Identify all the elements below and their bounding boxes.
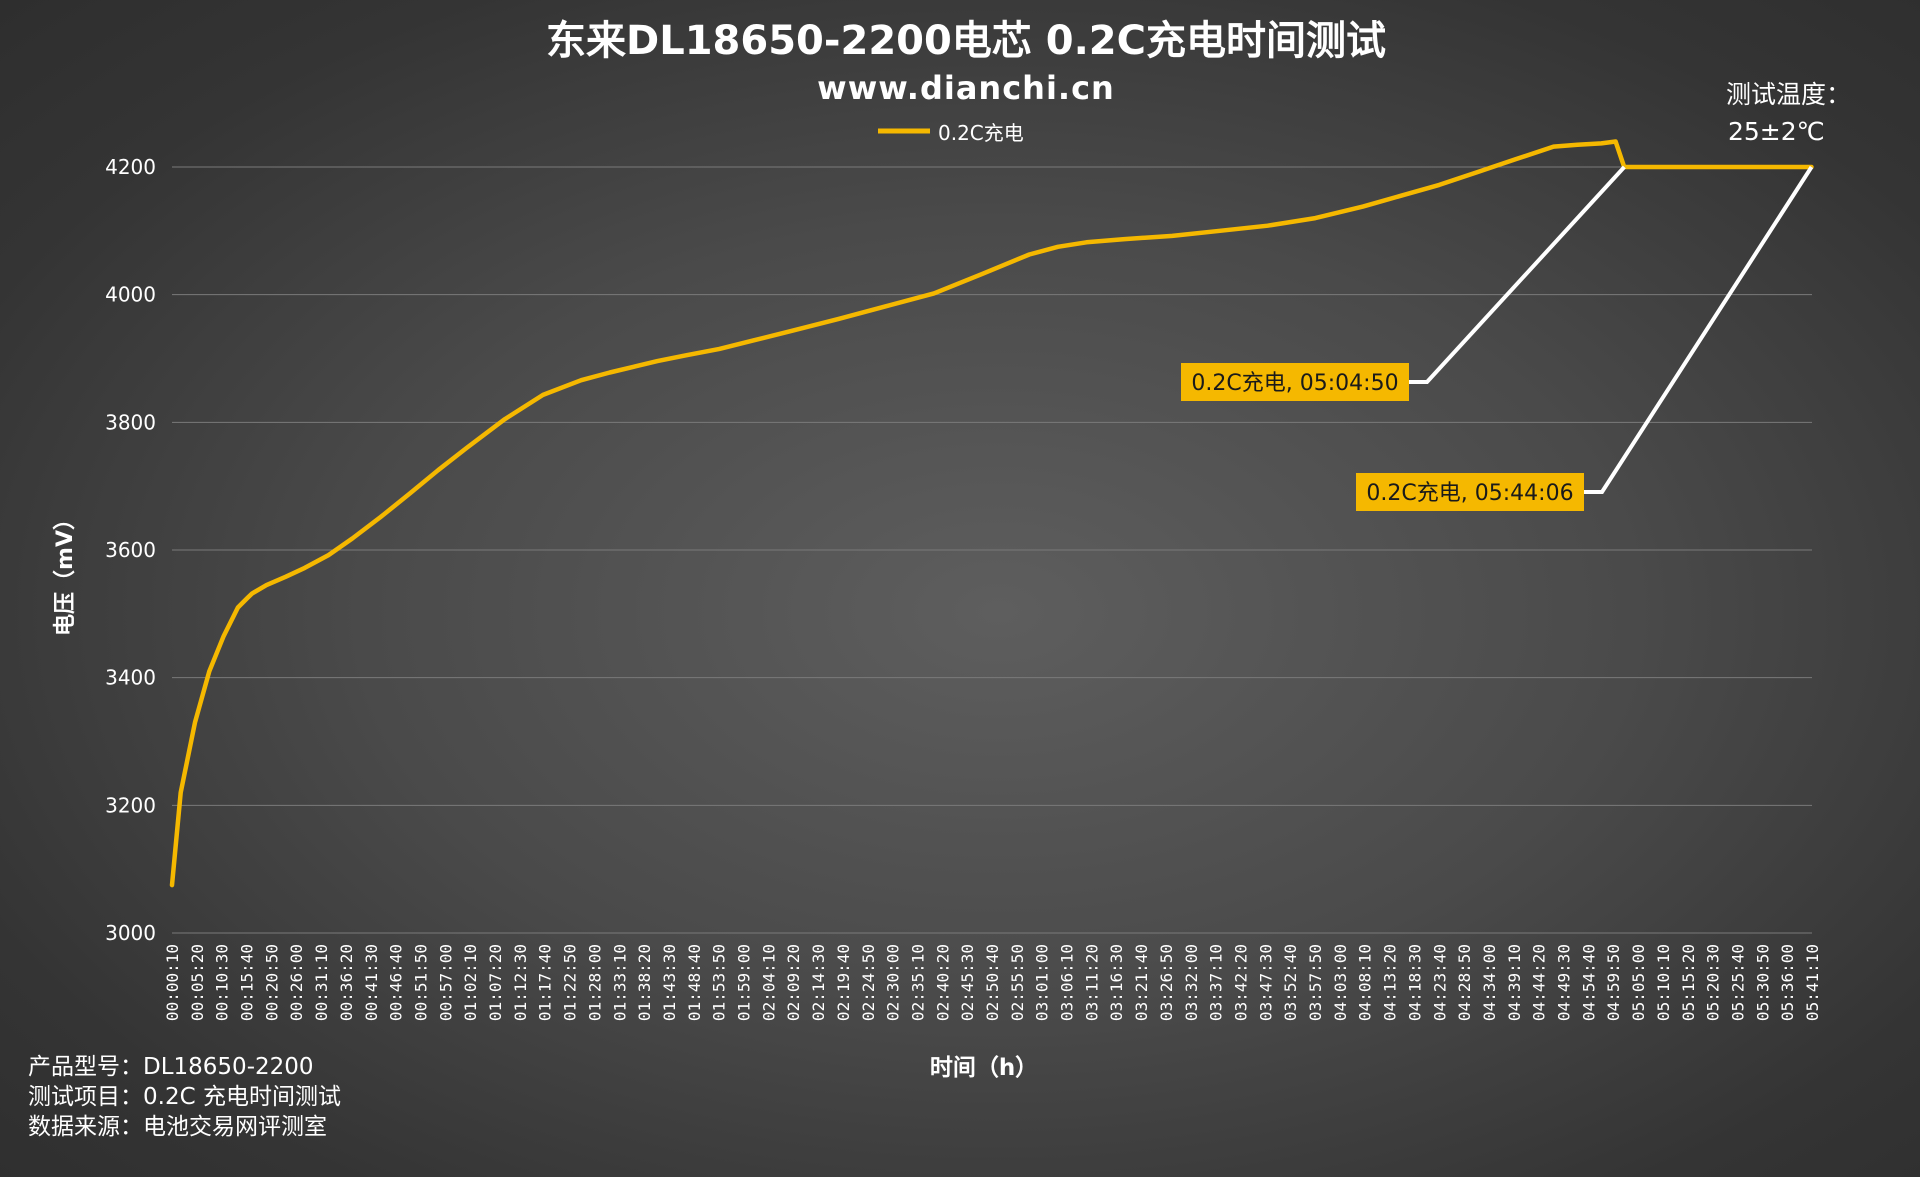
x-tick-label: 04:44:20: [1530, 944, 1549, 1021]
series-group: [169, 139, 1814, 888]
x-tick-label: 00:41:30: [362, 944, 381, 1021]
x-tick-label: 04:34:00: [1480, 944, 1499, 1021]
x-tick-label: 00:20:50: [262, 944, 281, 1021]
x-tick-label: 02:45:30: [958, 944, 977, 1021]
series-line: [169, 139, 1814, 888]
x-axis-label: 时间（h）: [930, 1054, 1038, 1081]
x-tick-label: 02:04:10: [759, 944, 778, 1021]
footer-source: 数据来源：电池交易网评测室: [28, 1114, 327, 1140]
x-tick-label: 00:31:10: [312, 944, 331, 1021]
y-tick-label: 3200: [105, 793, 156, 817]
annotation-label: 0.2C充电, 05:44:06: [1366, 481, 1573, 506]
x-tick-label: 03:11:20: [1082, 944, 1101, 1021]
x-tick-label: 05:10:10: [1654, 944, 1673, 1021]
x-tick-label: 05:05:00: [1629, 944, 1648, 1021]
annotation-box: [1181, 363, 1409, 401]
footer: 产品型号：DL18650-2200 测试项目：0.2C 充电时间测试 数据来源：…: [28, 1052, 341, 1142]
x-tick-label: 03:26:50: [1157, 944, 1176, 1021]
y-tick-label: 3400: [105, 666, 156, 690]
x-tick-label: 05:30:50: [1753, 944, 1772, 1021]
x-tick-label: 01:53:50: [710, 944, 729, 1021]
x-tick-label: 03:06:10: [1058, 944, 1077, 1021]
x-tick-label: 03:52:40: [1281, 944, 1300, 1021]
footer-test-item: 测试项目：0.2C 充电时间测试: [28, 1084, 341, 1110]
annotation-label: 0.2C充电, 05:04:50: [1191, 371, 1398, 396]
temperature-label: 测试温度：: [1726, 80, 1851, 109]
x-tick-label: 01:17:40: [536, 944, 555, 1021]
annotation-box: [1356, 473, 1584, 511]
x-tick-label: 05:20:30: [1704, 944, 1723, 1021]
x-tick-label: 04:39:10: [1505, 944, 1524, 1021]
x-tick-label: 03:21:40: [1132, 944, 1151, 1021]
x-tick-label: 01:28:00: [585, 944, 604, 1021]
x-tick-label: 03:32:00: [1182, 944, 1201, 1021]
y-tick-label: 3600: [105, 538, 156, 562]
x-axis: 00:00:10 00:05:20 00:10:30 00:15:40 00:20:50…: [163, 944, 1822, 1021]
x-tick-label: 00:36:20: [337, 944, 356, 1021]
x-tick-label: 02:55:50: [1008, 944, 1027, 1021]
x-tick-label: 04:03:00: [1331, 944, 1350, 1021]
footer-model: 产品型号：DL18650-2200: [28, 1054, 314, 1080]
x-tick-label: 01:33:10: [610, 944, 629, 1021]
x-tick-label: 01:43:30: [660, 944, 679, 1021]
x-tick-label: 03:57:50: [1306, 944, 1325, 1021]
x-tick-label: 04:54:40: [1579, 944, 1598, 1021]
temperature-value: 25±2℃: [1728, 117, 1825, 146]
annotation-leader: [1409, 165, 1626, 384]
x-tick-label: 03:37:10: [1207, 944, 1226, 1021]
y-axis-label: 电压（mV）: [53, 508, 78, 636]
x-tick-label: 02:30:00: [884, 944, 903, 1021]
legend-label: 0.2C充电: [938, 121, 1024, 145]
x-tick-label: 05:25:40: [1728, 944, 1747, 1021]
x-tick-label: 00:46:40: [387, 944, 406, 1021]
chart-title: 东来DL18650-2200电芯 0.2C充电时间测试: [546, 18, 1386, 64]
annotation-leader: [1584, 165, 1814, 494]
x-tick-label: 01:48:40: [685, 944, 704, 1021]
x-tick-label: 04:08:10: [1356, 944, 1375, 1021]
x-tick-label: 05:15:20: [1679, 944, 1698, 1021]
x-tick-label: 02:19:40: [834, 944, 853, 1021]
x-tick-label: 02:09:20: [784, 944, 803, 1021]
x-tick-label: 03:47:30: [1256, 944, 1275, 1021]
x-tick-label: 02:35:10: [908, 944, 927, 1021]
x-tick-label: 00:51:50: [411, 944, 430, 1021]
x-tick-label: 02:50:40: [983, 944, 1002, 1021]
x-tick-label: 02:14:30: [809, 944, 828, 1021]
annotations: 0.2C充电, 05:04:50 0.2C充电, 05:44:06: [1181, 165, 1814, 511]
x-tick-label: 00:15:40: [238, 944, 257, 1021]
x-tick-label: 00:26:00: [287, 944, 306, 1021]
x-tick-label: 04:49:30: [1555, 944, 1574, 1021]
x-tick-label: 00:10:30: [213, 944, 232, 1021]
gridlines: [172, 166, 1812, 934]
x-tick-label: 00:05:20: [188, 944, 207, 1021]
x-tick-label: 01:38:20: [635, 944, 654, 1021]
y-tick-label: 4000: [105, 283, 156, 307]
chart-subtitle: www.dianchi.cn: [817, 69, 1115, 107]
x-tick-label: 04:23:40: [1430, 944, 1449, 1021]
x-tick-label: 00:57:00: [436, 944, 455, 1021]
x-tick-label: 01:22:50: [561, 944, 580, 1021]
x-tick-label: 03:42:20: [1231, 944, 1250, 1021]
x-tick-label: 00:00:10: [163, 944, 182, 1021]
x-tick-label: 05:41:10: [1803, 944, 1822, 1021]
y-tick-label: 3800: [105, 410, 156, 434]
x-tick-label: 03:01:00: [1033, 944, 1052, 1021]
x-tick-label: 04:28:50: [1455, 944, 1474, 1021]
x-tick-label: 01:59:00: [735, 944, 754, 1021]
x-tick-label: 02:40:20: [933, 944, 952, 1021]
y-tick-label: 4200: [105, 155, 156, 179]
x-tick-label: 05:36:00: [1778, 944, 1797, 1021]
x-tick-label: 02:24:50: [859, 944, 878, 1021]
legend: 0.2C充电: [878, 121, 1024, 145]
y-axis: 3000 3200 3400 3600 3800 4000 4200: [105, 155, 156, 945]
x-tick-label: 04:18:30: [1405, 944, 1424, 1021]
x-tick-label: 03:16:30: [1107, 944, 1126, 1021]
x-tick-label: 04:59:50: [1604, 944, 1623, 1021]
x-tick-label: 01:02:10: [461, 944, 480, 1021]
x-tick-label: 04:13:20: [1381, 944, 1400, 1021]
y-tick-label: 3000: [105, 921, 156, 945]
x-tick-label: 01:07:20: [486, 944, 505, 1021]
x-tick-label: 01:12:30: [511, 944, 530, 1021]
